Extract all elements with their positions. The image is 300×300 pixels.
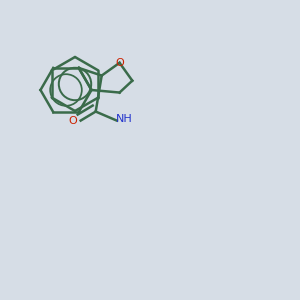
Text: O: O xyxy=(69,116,78,126)
Text: O: O xyxy=(115,58,124,68)
Text: NH: NH xyxy=(116,114,133,124)
